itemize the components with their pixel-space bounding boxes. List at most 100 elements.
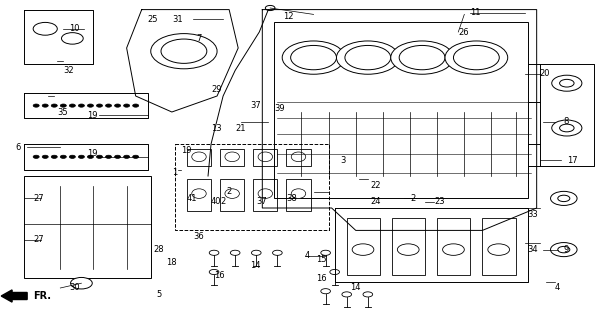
Text: 32: 32 [63,66,74,75]
Ellipse shape [225,152,239,162]
Text: 16: 16 [317,274,327,283]
Text: 38: 38 [286,194,297,203]
Circle shape [51,155,57,158]
Text: 20: 20 [540,69,550,78]
Circle shape [115,155,121,158]
Text: 21: 21 [235,124,245,132]
Circle shape [558,246,570,253]
Text: 39: 39 [274,104,285,113]
Circle shape [209,250,219,255]
Circle shape [87,155,93,158]
Circle shape [230,250,240,255]
Circle shape [115,104,121,107]
Circle shape [69,155,75,158]
Bar [187,149,211,166]
Text: 28: 28 [154,245,165,254]
FancyArrow shape [1,290,27,302]
Text: 17: 17 [567,156,578,164]
Circle shape [342,292,352,297]
Circle shape [391,41,453,74]
Circle shape [399,45,445,70]
Ellipse shape [258,189,273,198]
Text: 26: 26 [458,28,469,36]
Text: 4: 4 [555,284,560,292]
Circle shape [352,244,374,255]
Text: 37: 37 [256,197,267,206]
Circle shape [42,104,48,107]
Bar [220,179,244,211]
Text: FR.: FR. [33,291,51,301]
Text: 34: 34 [528,245,538,254]
Ellipse shape [192,152,206,162]
Bar [392,218,425,275]
Circle shape [345,45,391,70]
Text: 14: 14 [250,261,260,270]
Text: 19: 19 [181,146,191,155]
Circle shape [78,104,84,107]
Circle shape [397,244,419,255]
Ellipse shape [291,189,306,198]
Circle shape [551,243,577,257]
Circle shape [133,155,139,158]
Text: 15: 15 [317,255,327,264]
Circle shape [321,250,330,255]
Circle shape [33,104,39,107]
Circle shape [106,104,112,107]
Circle shape [62,33,83,44]
Circle shape [363,292,373,297]
Circle shape [336,41,399,74]
Ellipse shape [258,152,273,162]
Text: 1: 1 [172,168,177,177]
Circle shape [87,104,93,107]
Bar [24,176,151,278]
Circle shape [96,104,103,107]
Text: 2: 2 [226,188,232,196]
Circle shape [330,269,339,275]
Text: 9: 9 [564,245,569,254]
Ellipse shape [161,39,207,63]
Text: 10: 10 [69,24,80,33]
Text: 27: 27 [33,194,44,203]
Bar [286,149,311,166]
Text: 25: 25 [148,15,158,24]
Circle shape [445,41,508,74]
Circle shape [453,45,499,70]
Circle shape [124,155,130,158]
Text: 2: 2 [410,194,415,203]
Circle shape [42,155,48,158]
Text: 11: 11 [470,8,481,17]
Bar [437,218,470,275]
Circle shape [291,45,336,70]
Bar [187,179,211,211]
Circle shape [71,277,92,289]
Bar [347,218,380,275]
Circle shape [96,155,103,158]
Circle shape [106,155,112,158]
Text: 24: 24 [371,197,381,206]
Text: 33: 33 [528,210,538,219]
Circle shape [60,155,66,158]
Text: 36: 36 [193,232,204,241]
Bar [274,22,528,198]
Circle shape [560,124,574,132]
Circle shape [551,191,577,205]
Text: 37: 37 [250,101,261,110]
Ellipse shape [291,152,306,162]
Circle shape [33,22,57,35]
Text: 7: 7 [196,34,201,43]
Bar [286,179,311,211]
Text: 13: 13 [211,124,222,132]
Circle shape [33,155,39,158]
Bar [253,179,277,211]
Bar [220,149,244,166]
Circle shape [60,104,66,107]
Ellipse shape [151,34,217,69]
Text: 19: 19 [87,149,98,158]
Text: 31: 31 [172,15,183,24]
Circle shape [443,244,464,255]
Circle shape [251,250,261,255]
Circle shape [209,269,219,275]
Circle shape [133,104,139,107]
Text: 8: 8 [564,117,569,126]
Circle shape [321,289,330,294]
